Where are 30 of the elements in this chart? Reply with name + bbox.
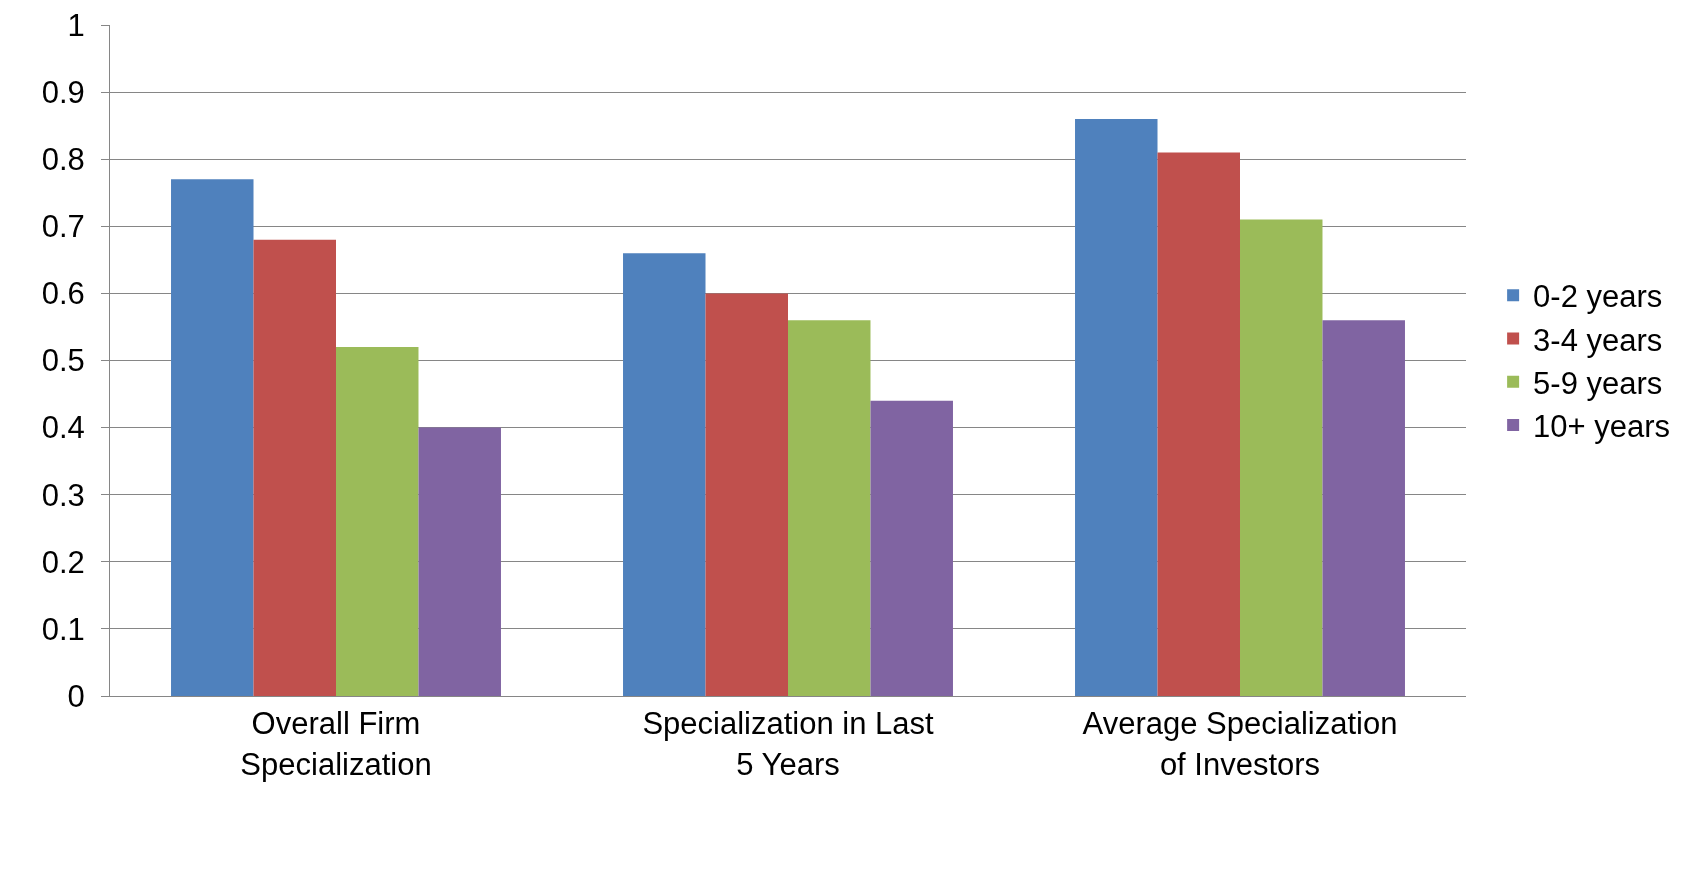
x-tick-label: Specialization in Last 5 Years (642, 706, 934, 782)
y-tick-label: 0.2 (41, 544, 85, 580)
bar (253, 239, 336, 696)
y-tick-label: 0.3 (41, 477, 85, 513)
y-tick-label: 0.7 (41, 209, 85, 245)
y-tick-label: 0.1 (41, 611, 85, 647)
bar (418, 427, 501, 696)
bar (623, 253, 706, 696)
x-tick-label: Average Specialization of Investors (1082, 706, 1398, 782)
legend-label: 10+ years (1533, 409, 1671, 445)
y-tick-label: 0.5 (41, 343, 85, 379)
x-tick-label: Overall Firm Specialization (240, 706, 432, 782)
y-tick-label: 0.4 (41, 410, 85, 446)
bar (870, 400, 953, 696)
bar (336, 347, 419, 696)
bar (171, 179, 254, 696)
legend-label: 5-9 years (1533, 365, 1663, 401)
y-tick-label: 1 (67, 7, 85, 43)
legend-label: 3-4 years (1533, 322, 1663, 358)
y-tick-label: 0.6 (41, 276, 85, 312)
y-tick-label: 0.9 (41, 74, 85, 110)
bar (705, 293, 788, 696)
bar (1240, 219, 1323, 696)
y-tick-label: 0.8 (41, 142, 85, 178)
bar (1322, 320, 1405, 696)
bar (788, 320, 871, 696)
bar (1157, 152, 1240, 696)
y-tick-label: 0 (67, 678, 85, 714)
bar (1075, 118, 1158, 696)
legend-label: 0-2 years (1533, 279, 1663, 315)
